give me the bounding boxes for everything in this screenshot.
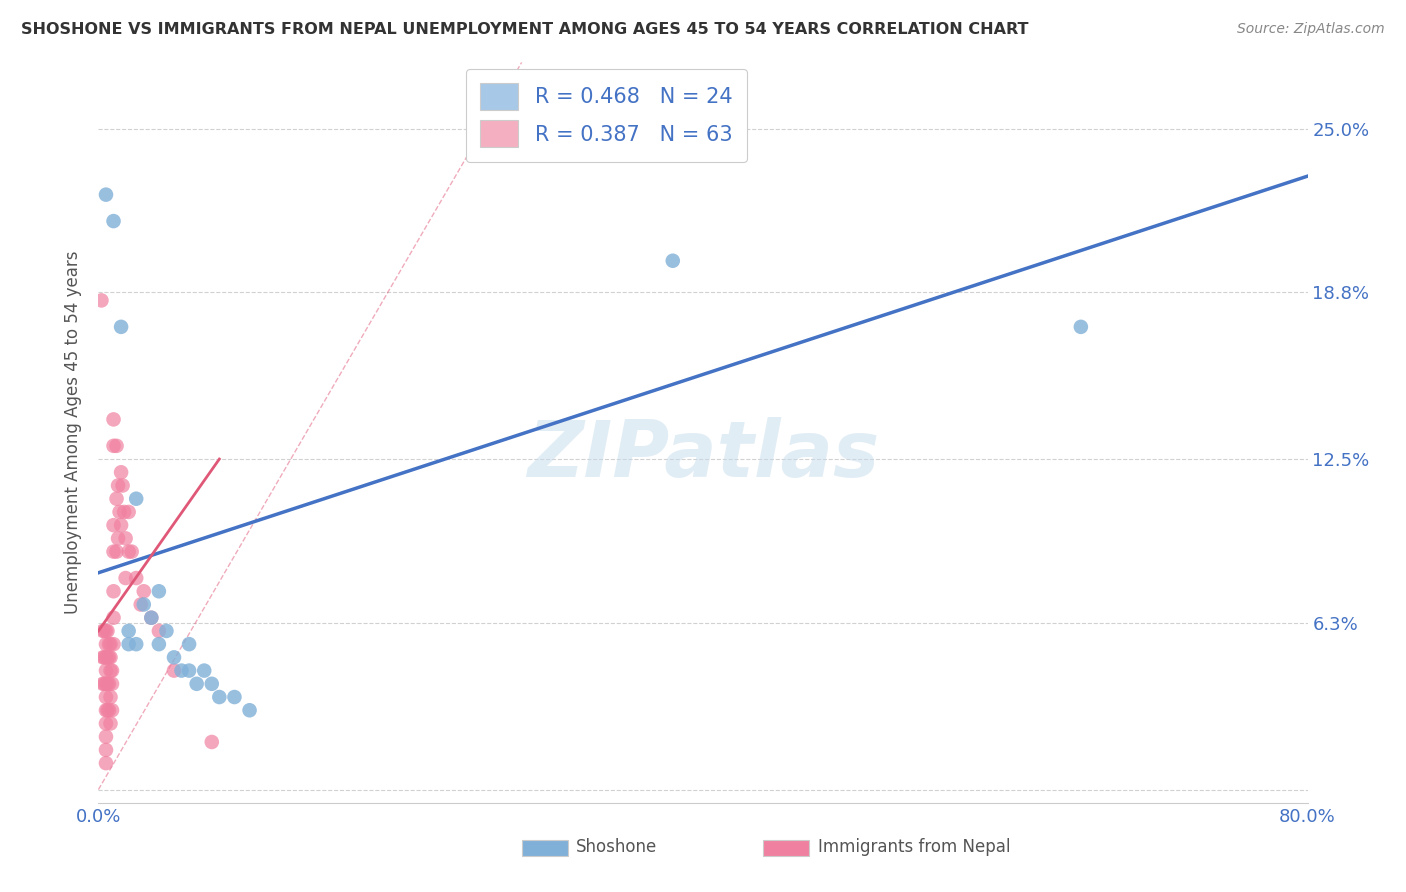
Point — [118, 624, 141, 638]
Point — [93, 677, 115, 691]
Point — [125, 491, 148, 506]
Y-axis label: Unemployment Among Ages 45 to 54 years: Unemployment Among Ages 45 to 54 years — [65, 251, 83, 615]
Point — [96, 703, 118, 717]
Point — [148, 637, 170, 651]
Point — [105, 491, 128, 506]
Point — [1070, 319, 1092, 334]
Point — [94, 756, 117, 771]
Text: Immigrants from Nepal: Immigrants from Nepal — [818, 838, 1011, 856]
Point — [129, 598, 152, 612]
Point — [100, 650, 122, 665]
Point — [93, 624, 115, 638]
Point — [163, 650, 186, 665]
Point — [103, 544, 125, 558]
Point — [107, 478, 129, 492]
Point — [100, 716, 122, 731]
Point — [94, 730, 117, 744]
Point — [100, 637, 122, 651]
Point — [96, 650, 118, 665]
Point — [100, 690, 122, 704]
Point — [186, 677, 208, 691]
Point — [103, 412, 125, 426]
Point — [163, 664, 186, 678]
Point — [121, 544, 143, 558]
Text: ZIPatlas: ZIPatlas — [527, 417, 879, 493]
Point — [90, 293, 112, 308]
Point — [141, 611, 163, 625]
Point — [141, 611, 163, 625]
Point — [148, 624, 170, 638]
Point — [118, 637, 141, 651]
Point — [179, 637, 201, 651]
Text: SHOSHONE VS IMMIGRANTS FROM NEPAL UNEMPLOYMENT AMONG AGES 45 TO 54 YEARS CORRELA: SHOSHONE VS IMMIGRANTS FROM NEPAL UNEMPL… — [21, 22, 1029, 37]
Point — [101, 677, 124, 691]
Point — [94, 664, 117, 678]
Text: Source: ZipAtlas.com: Source: ZipAtlas.com — [1237, 22, 1385, 37]
Point — [91, 677, 114, 691]
Point — [111, 478, 134, 492]
Point — [125, 637, 148, 651]
Point — [91, 650, 114, 665]
Point — [98, 703, 121, 717]
Point — [110, 465, 132, 479]
Point — [132, 598, 155, 612]
Point — [96, 677, 118, 691]
Point — [94, 650, 117, 665]
Point — [118, 505, 141, 519]
Point — [239, 703, 262, 717]
Point — [98, 650, 121, 665]
Point — [94, 677, 117, 691]
Point — [94, 703, 117, 717]
Point — [148, 584, 170, 599]
Point — [103, 439, 125, 453]
Point — [94, 690, 117, 704]
Point — [114, 571, 136, 585]
Point — [101, 664, 124, 678]
Point — [100, 664, 122, 678]
Point — [103, 637, 125, 651]
Point — [208, 690, 231, 704]
Point — [112, 505, 135, 519]
Point — [110, 319, 132, 334]
FancyBboxPatch shape — [522, 840, 568, 856]
Point — [103, 611, 125, 625]
FancyBboxPatch shape — [763, 840, 810, 856]
Point — [103, 214, 125, 228]
Point — [101, 703, 124, 717]
Text: Shoshone: Shoshone — [576, 838, 657, 856]
Point — [94, 716, 117, 731]
Point — [91, 624, 114, 638]
Point — [103, 518, 125, 533]
Point — [170, 664, 193, 678]
Point — [132, 584, 155, 599]
Legend: R = 0.468   N = 24, R = 0.387   N = 63: R = 0.468 N = 24, R = 0.387 N = 63 — [465, 69, 747, 161]
Point — [193, 664, 215, 678]
Point — [201, 677, 224, 691]
Point — [96, 624, 118, 638]
Point — [108, 505, 131, 519]
Point — [125, 571, 148, 585]
Point — [110, 518, 132, 533]
Point — [98, 637, 121, 651]
Point — [98, 677, 121, 691]
Point — [118, 544, 141, 558]
Point — [94, 637, 117, 651]
Point — [105, 439, 128, 453]
Point — [94, 187, 117, 202]
Point — [179, 664, 201, 678]
Point — [201, 735, 224, 749]
Point — [94, 624, 117, 638]
Point — [105, 544, 128, 558]
Point — [107, 532, 129, 546]
Point — [93, 650, 115, 665]
Point — [114, 532, 136, 546]
Point — [661, 253, 683, 268]
Point — [103, 584, 125, 599]
Point — [155, 624, 177, 638]
Point — [94, 743, 117, 757]
Point — [224, 690, 246, 704]
